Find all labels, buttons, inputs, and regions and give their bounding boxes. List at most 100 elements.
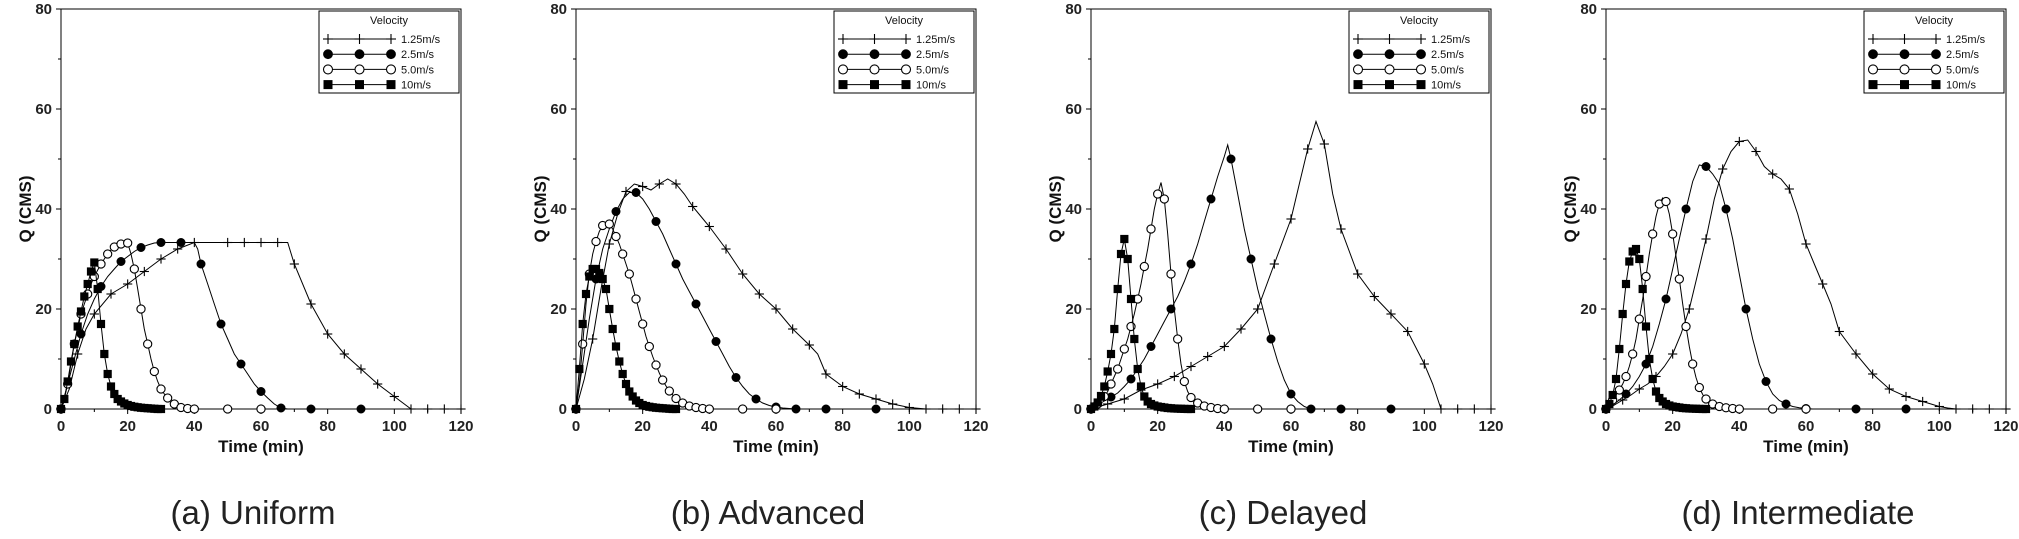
chart-2-series-1-25m-s-point [804, 340, 814, 350]
chart-1-series-5-0m-s-point [189, 404, 199, 414]
chart-2-xtick-label-60: 60 [768, 418, 785, 435]
chart-3-series-10m-s-point [1136, 382, 1146, 391]
chart-4-legend-label-1: 2.5m/s [1946, 49, 1980, 61]
chart-4-series-10m-s-point [1641, 322, 1651, 331]
chart-2-legend-marker-1 [838, 49, 848, 60]
chart-3-series-2-5m-s-point [1336, 404, 1346, 414]
chart-4-ytick-label-80: 80 [1580, 1, 1597, 18]
chart-1-legend-label-1: 2.5m/s [401, 49, 435, 61]
chart-4-series-1-25m-s-point [1701, 234, 1711, 244]
chart-3-series-5-0m-s-point [1219, 404, 1229, 414]
chart-2-series-1-25m-s-point [771, 304, 781, 314]
chart-4-series-5-0m-s-point [1621, 371, 1631, 382]
chart-2-series-1-25m-s-point [588, 334, 598, 344]
chart-1-series-10m-s-point [110, 389, 119, 399]
chart-3-series-5-0m-s-line [1090, 182, 1291, 410]
chart-4-legend-marker-2 [1930, 64, 1942, 75]
chart-2-legend-title: Velocity [885, 15, 923, 27]
chart-1-series-10m-s-point [86, 267, 96, 276]
chart-2-series-5-0m-s-line [575, 222, 776, 410]
chart-4-series-10m-s-point [1645, 354, 1654, 364]
chart-3-series-5-0m-s-point [1113, 364, 1123, 374]
chart-1-series-10m-s-point [100, 349, 109, 359]
chart-2-series-10m-s-point [611, 342, 621, 351]
chart-3-legend-label-3: 10m/s [1431, 80, 1461, 92]
chart-4-caption: (d) Intermediate [1682, 494, 1915, 531]
chart-4-series-5-0m-s-point [1614, 385, 1624, 395]
chart-4-series-5-0m-s-point [1701, 394, 1711, 404]
chart-2-series-1-25m-s-point [654, 179, 664, 189]
chart-1-series-5-0m-s-point [123, 238, 133, 248]
chart-1-series-1-25m-s-point [156, 254, 166, 264]
chart-2-series-2-5m-s-point [731, 372, 741, 382]
chart-3-series-1-25m-s-point [1286, 214, 1296, 224]
chart-4-legend-marker-1 [1931, 49, 1941, 60]
chart-1-legend-marker-3 [386, 80, 396, 90]
chart-4-series-1-25m-s-point [1818, 279, 1828, 289]
chart-3-ytick-label-20: 20 [1065, 301, 1082, 318]
chart-2-legend-label-0: 1.25m/s [916, 34, 956, 46]
chart-1-series-10m-s-point [70, 339, 79, 349]
chart-2-series-1-25m-s-point [821, 369, 831, 379]
chart-4-xtick-label-80: 80 [1864, 418, 1881, 435]
chart-3-series-1-25m-s-point [1169, 371, 1179, 382]
chart-1-legend-label-3: 10m/s [401, 80, 431, 92]
chart-2-xtick-label-0: 0 [572, 418, 580, 435]
chart-3-legend-marker-2 [1352, 64, 1364, 75]
chart-4-series-5-0m-s-point [1694, 382, 1704, 393]
chart-1-legend-label-2: 5.0m/s [401, 64, 435, 76]
chart-1-series-1-25m-s-point [173, 244, 183, 254]
chart-4-series-10m-s-point [1701, 404, 1711, 414]
chart-4-series-1-25m-s-point [1984, 404, 1994, 414]
chart-3-series-1-25m-s-point [1486, 404, 1496, 414]
chart-4-legend-marker-1 [1868, 49, 1878, 60]
chart-1-xtick-label-40: 40 [186, 418, 203, 435]
chart-4-series-5-0m-s-point [1628, 349, 1638, 359]
chart-2-series-1-25m-s-line [575, 178, 976, 410]
chart-4-series-10m-s [1601, 244, 1711, 414]
chart-4: 0 20 40 60 80 100 120 0 20 40 60 80 Time (min) Q (CMS… [1561, 1, 2019, 531]
chart-3-series-10m-s-point [1120, 234, 1129, 244]
chart-4-series-1-25m-s-point [1868, 369, 1878, 379]
chart-2-legend-label-3: 10m/s [916, 80, 946, 92]
chart-1-series-2-5m-s-point [356, 404, 366, 414]
chart-4-series-10m-s-point [1638, 284, 1647, 294]
chart-2-series-5-0m-s-point [631, 294, 641, 304]
chart-2-series-10m-s-point [571, 404, 581, 414]
chart-1-series-1-25m-s-point [223, 237, 233, 248]
chart-3-xtick-label-120: 120 [1478, 418, 1503, 435]
chart-3-legend-marker-0 [1353, 34, 1363, 44]
chart-1-series-10m-s-point [56, 404, 66, 414]
chart-2-series-5-0m-s-point [624, 269, 634, 279]
chart-3-series-10m-s-point [1106, 349, 1116, 359]
chart-3-series-10m-s [1086, 234, 1196, 414]
chart-4-series-1-25m-s-point [1801, 239, 1811, 249]
chart-3-series-2-5m-s-point [1146, 341, 1156, 351]
chart-1-legend-marker-2 [354, 64, 365, 75]
chart-1-series-5-0m-s-point [256, 404, 266, 414]
chart-2-xtick-label-120: 120 [963, 418, 988, 435]
chart-4-legend-label-2: 5.0m/s [1946, 64, 1980, 76]
chart-1-series-10m-s-point [83, 279, 92, 289]
chart-3-series-5-0m-s-point [1286, 404, 1296, 414]
chart-2-series-5-0m-s-point [638, 319, 648, 329]
chart-2-series-2-5m-s-point [691, 299, 701, 309]
chart-1-series-1-25m-s-point [306, 299, 316, 309]
chart-3-series-1-25m-s-point [1403, 326, 1413, 337]
chart-1-series-5-0m-s-point [223, 404, 233, 414]
chart-3-series-1-25m-s-point [1153, 379, 1163, 389]
chart-4-series-10m-s-point [1631, 244, 1641, 254]
chart-1-series-10m-s-point [73, 322, 82, 331]
chart-1-series-2-5m-s-point [196, 259, 206, 269]
chart-2-series-10m-s-point [625, 387, 634, 396]
chart-2-series-10m-s-point [671, 404, 681, 414]
chart-4-series-5-0m-s-point [1648, 229, 1658, 239]
chart-3-series-5-0m-s-point [1179, 376, 1189, 387]
chart-1-series-1-25m-s-point [123, 279, 133, 289]
chart-4-legend-marker-2 [1867, 64, 1879, 75]
chart-1-series-2-5m-s-point [116, 256, 126, 266]
chart-1-series-1-25m-s-point [356, 364, 366, 374]
chart-1-series-10m-s-point [63, 377, 72, 386]
chart-4-series-2-5m-s-point [1901, 404, 1911, 414]
